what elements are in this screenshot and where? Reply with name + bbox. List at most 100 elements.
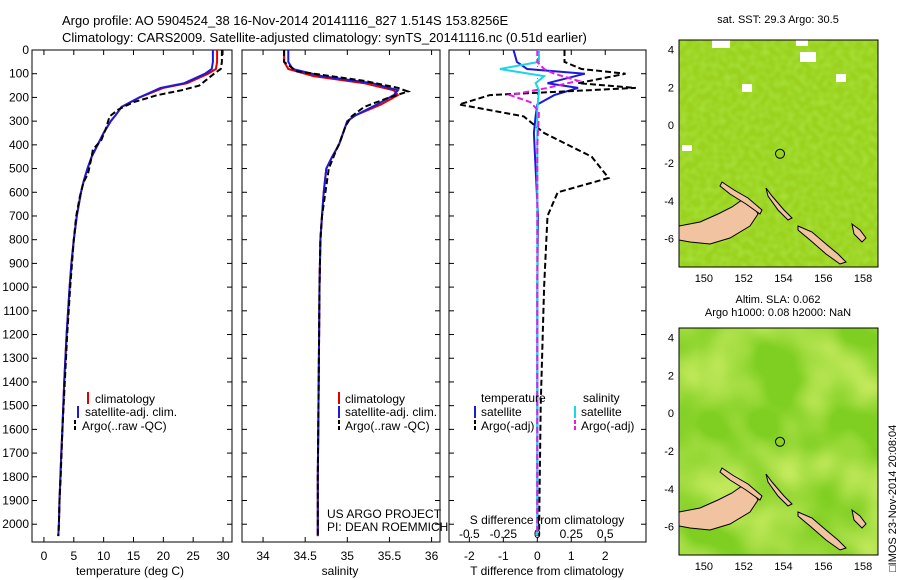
- sla-map-land: [679, 485, 759, 531]
- legend-label-t-satellite: satellite: [481, 405, 522, 419]
- sla-map-land: [765, 473, 793, 507]
- sla-map: Altim. SLA: 0.062 Argo h1000: 0.08 h2000…: [678, 294, 879, 556]
- map-x-tick-label: 152: [734, 561, 752, 573]
- sla-map-title: Altim. SLA: 0.062: [736, 294, 821, 306]
- legend-label-satellite: satellite-adj. clim.: [85, 405, 177, 419]
- y-tick-label: 500: [9, 162, 29, 176]
- salinity-x-label: salinity: [322, 564, 359, 578]
- x-tick-label: -2: [464, 549, 475, 563]
- y-tick-label: 1700: [2, 446, 29, 460]
- map-y-tick-label: 2: [668, 82, 674, 94]
- series-line-t-argo-adj: [458, 50, 636, 537]
- s-tick-label: -0.5: [459, 527, 480, 541]
- sst-map-cloud-gap: [742, 84, 752, 92]
- legend-label-s-satellite: satellite: [581, 405, 622, 419]
- sla-map-frame: [678, 327, 879, 556]
- x-tick-label: 30: [216, 549, 230, 563]
- y-tick-label: 1800: [2, 470, 29, 484]
- y-tick-label: 400: [9, 138, 29, 152]
- sla-map-land: [719, 467, 763, 501]
- series-line-s-argo-adj: [506, 50, 583, 537]
- y-tick-label: 1100: [3, 304, 29, 318]
- series-line-argo-raw-qc: [57, 50, 223, 537]
- y-tick-label: 1600: [2, 422, 29, 436]
- y-tick-label: 1200: [2, 328, 29, 342]
- x-tick-label: 25: [187, 549, 201, 563]
- sla-map-subtitle: Argo h1000: 0.08 h2000: NaN: [705, 307, 851, 319]
- sla-map-land: [797, 511, 847, 551]
- x-tick-label: 1: [568, 549, 575, 563]
- y-tick-label: 1300: [2, 351, 29, 365]
- credit-project: US ARGO PROJECT: [327, 507, 442, 521]
- difference-x-label-t: T difference from climatology: [470, 564, 624, 578]
- map-y-tick-label: 0: [668, 408, 674, 420]
- difference-plot-area: [448, 49, 647, 543]
- series-line-t-satellite: [512, 49, 586, 537]
- s-tick-label: 0.5: [597, 527, 614, 541]
- x-tick-label: 0: [534, 549, 541, 563]
- sst-map-land: [797, 225, 847, 265]
- sst-map: sat. SST: 29.3 Argo: 30.5: [678, 14, 879, 268]
- figure-title-line1: Argo profile: AO 5904524_38 16-Nov-2014 …: [62, 13, 509, 28]
- sla-map-land: [851, 508, 867, 529]
- legend-header-temperature: temperature: [481, 391, 546, 405]
- temperature-x-label: temperature (deg C): [76, 564, 184, 578]
- sst-map-cloud-gap: [712, 40, 730, 48]
- imos-timestamp: □IMOS 23-Nov-2014 20:08:04: [887, 425, 899, 572]
- map-y-tick-label: -6: [664, 234, 674, 246]
- map-y-tick-label: 4: [668, 332, 674, 344]
- x-tick-label: -1: [498, 549, 509, 563]
- s-tick-label: -0.25: [490, 527, 518, 541]
- legend-label-climatology: climatology: [95, 392, 155, 406]
- figure-title-line2: Climatology: CARS2009. Satellite-adjuste…: [62, 30, 587, 45]
- legend-label-t-argo: Argo(-adj): [481, 419, 534, 433]
- difference-x-label-s: S difference from climatology: [470, 513, 625, 527]
- sst-map-cloud-gap: [800, 52, 816, 62]
- y-tick-label: 1500: [2, 399, 29, 413]
- sst-map-cloud-gap: [796, 40, 808, 46]
- x-tick-label: 2: [602, 549, 609, 563]
- y-tick-label: 900: [9, 256, 29, 270]
- sst-map-land: [679, 199, 759, 245]
- map-x-tick-label: 150: [695, 561, 713, 573]
- y-tick-label: 1400: [2, 375, 29, 389]
- y-tick-label: 700: [9, 209, 29, 223]
- y-tick-label: 200: [9, 90, 29, 104]
- sst-map-title: sat. SST: 29.3 Argo: 30.5: [717, 14, 839, 26]
- series-line-argo-raw-qc: [283, 50, 412, 537]
- map-x-tick-label: 150: [695, 273, 713, 285]
- y-tick-label: 100: [9, 67, 29, 81]
- map-x-tick-label: 154: [774, 561, 792, 573]
- map-y-tick-label: -2: [664, 446, 674, 458]
- y-tick-label: 800: [9, 233, 29, 247]
- map-y-tick-label: -6: [664, 522, 674, 534]
- sst-map-cloud-gap: [682, 145, 692, 151]
- series-line-climatology: [57, 50, 219, 537]
- x-tick-label: 0: [41, 549, 48, 563]
- x-tick-label: 35.5: [378, 549, 402, 563]
- sst-map-frame: [678, 39, 879, 268]
- map-x-tick-label: 158: [854, 561, 872, 573]
- series-line-satellite-adj-clim: [287, 50, 400, 537]
- y-tick-label: 2000: [2, 517, 29, 531]
- series-line-climatology: [283, 50, 400, 537]
- y-tick-label: 1900: [2, 494, 29, 508]
- x-tick-label: 20: [157, 549, 171, 563]
- legend-label-argo: Argo(..raw -QC): [82, 419, 167, 433]
- credit-pi: PI: DEAN ROEMMICH: [327, 520, 448, 534]
- legend-label-climatology: climatology: [345, 392, 405, 406]
- x-tick-label: 34: [256, 549, 270, 563]
- sla-argo-marker: [775, 436, 785, 447]
- map-x-tick-label: 152: [734, 273, 752, 285]
- x-tick-label: 5: [70, 549, 77, 563]
- x-tick-label: 15: [127, 549, 141, 563]
- map-x-tick-label: 154: [774, 273, 792, 285]
- map-y-tick-label: 2: [668, 370, 674, 382]
- y-tick-label: 300: [9, 114, 29, 128]
- x-tick-label: 36: [425, 549, 439, 563]
- difference-legend: temperature salinity satellite Argo(-adj…: [474, 391, 634, 433]
- map-y-tick-label: -4: [664, 196, 674, 208]
- map-y-tick-label: 0: [668, 120, 674, 132]
- y-tick-label: 1000: [2, 280, 29, 294]
